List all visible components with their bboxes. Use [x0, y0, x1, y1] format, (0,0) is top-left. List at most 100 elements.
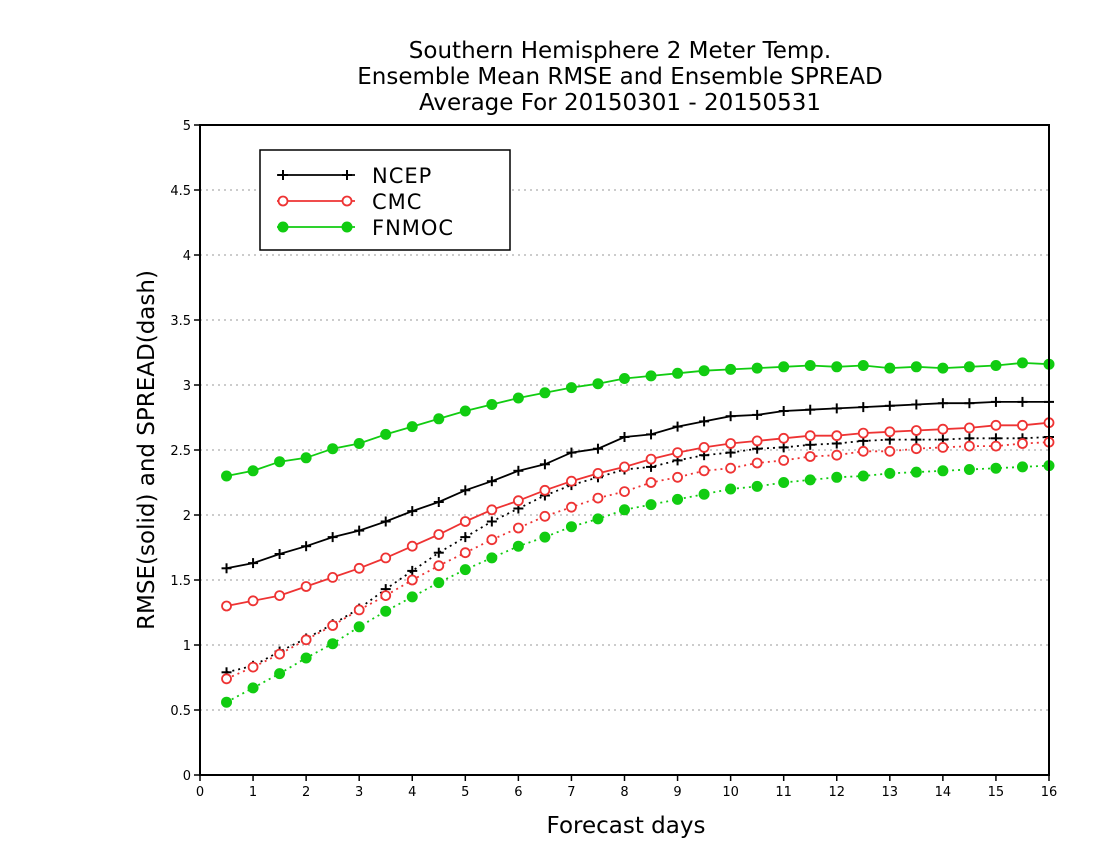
- fnmoc-rmse-point: [1016, 357, 1028, 369]
- cmc-spread-point: [327, 620, 339, 631]
- chart-title-line-3: Average For 20150301 - 20150531: [419, 90, 821, 116]
- y-tick-label: 5: [183, 119, 191, 134]
- cmc-rmse-point: [406, 540, 418, 552]
- fnmoc-rmse-point: [910, 361, 922, 373]
- fnmoc-spread-point: [592, 513, 604, 525]
- legend-cmc-label: CMC: [372, 190, 422, 214]
- ncep-rmse-point: [327, 532, 338, 543]
- legend-ncep-marker-left: [278, 170, 288, 180]
- fnmoc-spread-line: [226, 464, 1050, 703]
- fnmoc-spread-point: [274, 668, 286, 680]
- ncep-rmse-point: [964, 398, 975, 409]
- ncep-rmse-point: [646, 429, 657, 440]
- fnmoc-spread-point: [512, 540, 524, 552]
- y-tick-label: 4: [183, 249, 191, 264]
- ncep-rmse-point: [460, 485, 471, 496]
- fnmoc-spread-point: [1016, 461, 1028, 473]
- cmc-rmse-point: [698, 441, 710, 453]
- fnmoc-rmse-point: [247, 465, 259, 477]
- cmc-spread-point: [990, 440, 1002, 452]
- cmc-spread-point: [725, 462, 737, 474]
- cmc-spread-point: [406, 574, 418, 586]
- cmc-rmse-point: [910, 425, 922, 436]
- fnmoc-rmse-point: [672, 367, 684, 379]
- y-tick-label: 1.5: [170, 574, 191, 589]
- cmc-rmse-point: [937, 423, 949, 435]
- x-axis-label: Forecast days: [547, 813, 706, 839]
- ncep-rmse-point: [354, 525, 365, 536]
- fnmoc-spread-point: [804, 474, 816, 486]
- cmc-rmse-point: [486, 504, 498, 516]
- fnmoc-spread-point: [645, 499, 657, 511]
- ncep-rmse-point: [805, 404, 816, 415]
- ncep-spread-point: [460, 532, 471, 543]
- cmc-rmse-point: [645, 453, 657, 465]
- fnmoc-spread-point: [990, 462, 1002, 474]
- cmc-rmse-point: [512, 495, 524, 507]
- fnmoc-rmse-point: [831, 361, 843, 373]
- legend-box: [259, 149, 511, 251]
- cmc-rmse-line: [226, 421, 1050, 607]
- ncep-rmse-point: [1017, 396, 1028, 407]
- x-tick-label: 14: [935, 785, 952, 800]
- plot-frame: [199, 124, 1050, 776]
- ncep-spread-point: [725, 447, 736, 458]
- fnmoc-rmse-point: [512, 392, 524, 404]
- fnmoc-spread-point: [406, 591, 418, 603]
- ncep-rmse-point: [539, 459, 550, 470]
- cmc-spread-point: [672, 471, 683, 483]
- fnmoc-spread-point: [327, 638, 339, 650]
- cmc-spread-point: [831, 449, 843, 461]
- cmc-rmse-point: [1017, 419, 1028, 431]
- ncep-spread-point: [778, 442, 789, 453]
- fnmoc-rmse-point: [406, 421, 418, 433]
- ncep-rmse-point: [513, 465, 524, 476]
- cmc-rmse-point: [353, 562, 365, 574]
- cmc-rmse-point: [884, 426, 896, 438]
- ncep-rmse-point: [699, 416, 710, 427]
- x-tick-label: 1: [249, 785, 257, 800]
- ncep-rmse-point: [778, 406, 789, 416]
- fnmoc-rmse-line: [226, 361, 1050, 477]
- fnmoc-spread-point: [380, 605, 392, 617]
- cmc-spread-point: [274, 648, 285, 660]
- x-tick-label: 10: [722, 785, 739, 800]
- fnmoc-spread-point: [539, 531, 551, 543]
- ncep-rmse-point: [858, 402, 869, 413]
- cmc-rmse-point: [751, 435, 763, 447]
- y-tick-label: 2: [183, 509, 191, 524]
- fnmoc-rmse-point: [327, 443, 339, 455]
- fnmoc-spread-point: [247, 682, 259, 694]
- fnmoc-rmse-point: [274, 456, 286, 468]
- cmc-spread-point: [539, 510, 551, 522]
- fnmoc-rmse-point: [592, 378, 604, 390]
- ncep-rmse-point: [274, 549, 285, 559]
- cmc-rmse-point: [221, 600, 232, 612]
- fnmoc-spread-point: [619, 504, 630, 516]
- fnmoc-spread-point: [778, 477, 790, 488]
- legend-fnmoc-marker-right: [341, 221, 353, 233]
- x-tick-label: 12: [828, 785, 845, 800]
- fnmoc-rmse-point: [353, 438, 365, 449]
- y-tick-label: 1: [183, 639, 191, 654]
- cmc-spread-point: [619, 486, 630, 498]
- fnmoc-rmse-point: [380, 428, 392, 440]
- fnmoc-rmse-point: [698, 365, 710, 377]
- fnmoc-spread-point: [672, 493, 684, 505]
- ncep-rmse-point: [752, 409, 763, 420]
- ncep-rmse-point: [884, 400, 895, 411]
- cmc-spread-point: [380, 590, 392, 601]
- x-tick-label: 4: [408, 785, 416, 800]
- cmc-rmse-point: [964, 422, 975, 434]
- chart-title: Southern Hemisphere 2 Meter Temp. Ensemb…: [357, 38, 882, 116]
- cmc-spread-point: [592, 492, 604, 504]
- x-tick-label: 7: [567, 785, 575, 800]
- fnmoc-rmse-point: [459, 405, 471, 417]
- cmc-spread-point: [698, 465, 710, 477]
- cmc-spread-point: [778, 454, 790, 466]
- ncep-rmse-point: [486, 476, 497, 487]
- cmc-spread-line: [226, 441, 1050, 680]
- ncep-rmse-point: [248, 558, 259, 569]
